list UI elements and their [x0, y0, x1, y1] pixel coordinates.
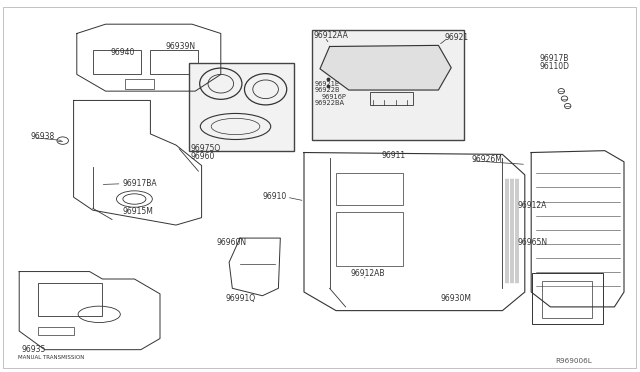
Text: 96912AA: 96912AA [314, 31, 348, 40]
Text: 96991Q: 96991Q [225, 294, 255, 303]
Text: 96935: 96935 [21, 345, 45, 354]
Bar [312, 30, 464, 140]
Text: 96921: 96921 [445, 33, 469, 42]
Text: 96926M: 96926M [472, 155, 502, 164]
Text: 96917BA: 96917BA [123, 179, 157, 188]
Text: 96960N: 96960N [216, 238, 246, 247]
Bar [532, 273, 603, 324]
Text: 96939N: 96939N [165, 42, 195, 51]
Text: 96915M: 96915M [123, 207, 154, 216]
Bar [125, 79, 154, 89]
Text: 96917B: 96917B [540, 54, 569, 63]
Text: 96940: 96940 [110, 48, 134, 57]
Text: 96922B: 96922B [315, 87, 340, 93]
Bar [150, 50, 198, 74]
Text: 96911: 96911 [381, 151, 406, 160]
Text: 96912A: 96912A [517, 201, 547, 210]
Text: MANUAL TRANSMISSION: MANUAL TRANSMISSION [18, 355, 84, 360]
Text: 96912AB: 96912AB [351, 269, 385, 278]
Bar [189, 63, 294, 151]
Bar [38, 327, 74, 335]
Bar [336, 212, 403, 266]
Text: 96916P: 96916P [322, 94, 347, 100]
Text: 96922BA: 96922BA [315, 100, 345, 106]
Text: 96921E: 96921E [315, 81, 340, 87]
Text: 96110D: 96110D [540, 62, 570, 71]
Text: 96960: 96960 [191, 153, 215, 161]
Text: 96930M: 96930M [440, 294, 471, 303]
Polygon shape [320, 45, 451, 90]
Bar [370, 92, 413, 105]
Text: 96965N: 96965N [517, 238, 547, 247]
Text: 96938: 96938 [31, 132, 55, 141]
Text: R969006L: R969006L [556, 358, 592, 364]
Text: 96910: 96910 [262, 192, 287, 201]
Bar [93, 50, 141, 74]
Bar [336, 173, 403, 205]
Bar [542, 281, 592, 318]
Text: 96975Q: 96975Q [191, 144, 221, 153]
Bar [38, 283, 102, 316]
